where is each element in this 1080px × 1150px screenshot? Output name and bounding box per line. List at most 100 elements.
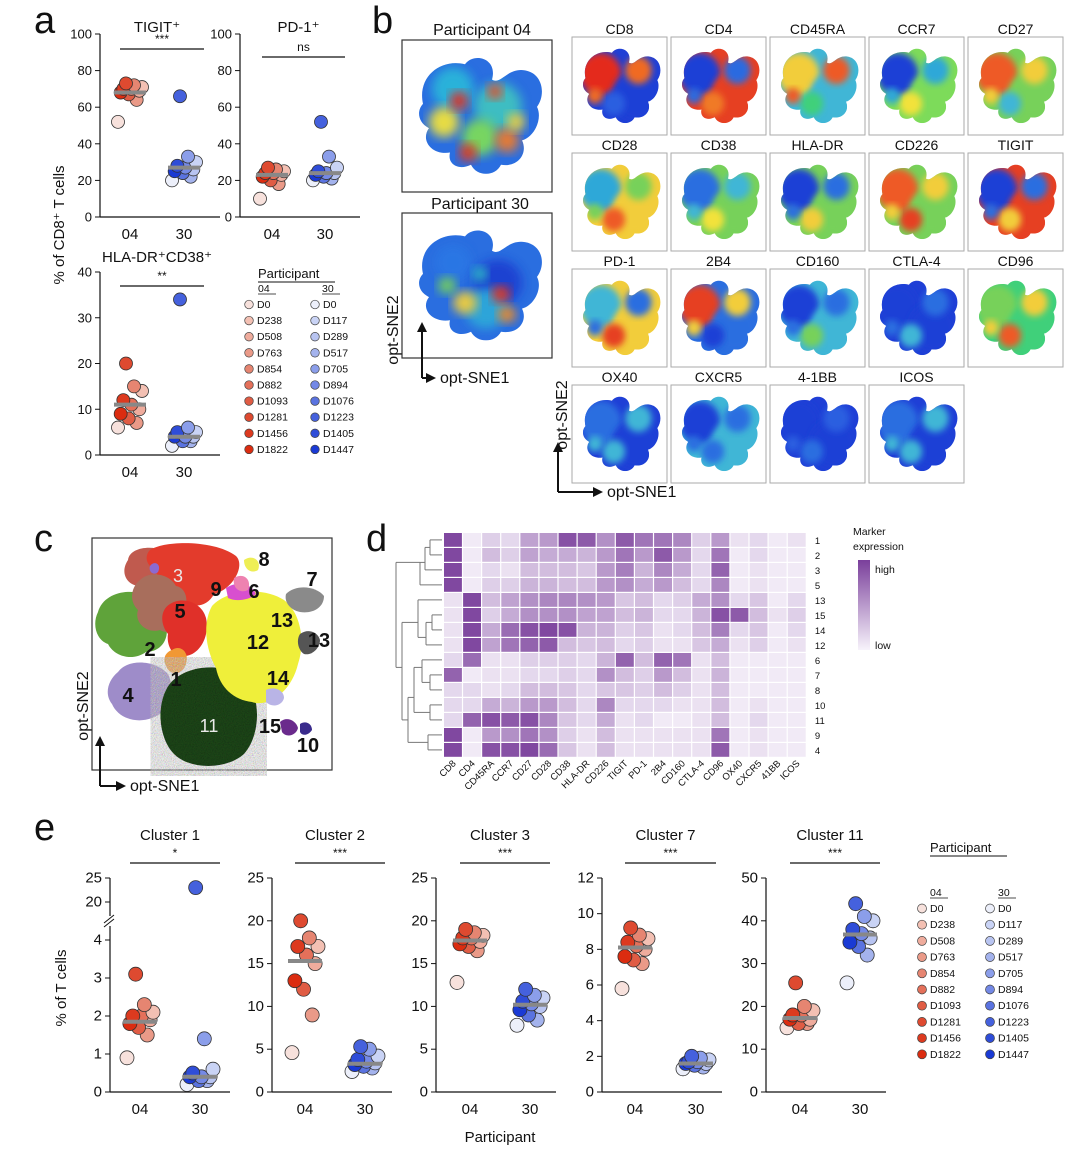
legend-label-30: D517: [323, 347, 348, 359]
y-tick-label: 50: [741, 870, 758, 887]
marker-content: [681, 164, 760, 240]
heatmap-cell: [520, 548, 539, 562]
heatmap-cell: [577, 698, 596, 712]
marker-blob: [899, 91, 923, 116]
heatmap-cell: [749, 608, 768, 622]
panel-e-ylabel: % of T cells: [53, 950, 70, 1027]
y-tick-label: 15: [247, 955, 264, 972]
heatmap-cell: [520, 713, 539, 727]
marker-blob: [800, 323, 824, 348]
legend-marker-04: [917, 936, 927, 946]
y-tick-label: 40: [78, 265, 92, 280]
data-point: [856, 909, 872, 924]
panel-a-ylabel: % of CD8⁺ T cells: [51, 165, 68, 284]
heatmap-cell: [577, 608, 596, 622]
marker-blob: [800, 207, 824, 232]
heatmap-cell: [692, 593, 711, 607]
legend-marker-30: [985, 903, 995, 914]
heatmap-cell: [577, 668, 596, 682]
marker-title: OX40: [602, 369, 638, 385]
heatmap-cell: [749, 548, 768, 562]
cluster-label-14: 14: [267, 668, 290, 690]
heatmap-cell: [673, 653, 692, 667]
density-blob: [438, 276, 456, 295]
marker-content: [879, 280, 958, 356]
marker-title: CD45RA: [790, 21, 846, 37]
heatmap: 123513151412678101194CD8CD4CD45RACCR7CD2…: [437, 533, 825, 793]
legend-marker-30: [310, 412, 320, 422]
legend-label-30: D894: [998, 984, 1023, 996]
marker-blob: [686, 319, 702, 336]
heatmap-cell: [539, 668, 558, 682]
heatmap-cell: [520, 683, 539, 697]
marker-blob: [823, 56, 850, 85]
heatmap-cell: [673, 563, 692, 577]
legend-a-head-04: 04: [258, 283, 270, 295]
legend-marker-30: [985, 968, 995, 979]
marker-blob: [983, 87, 999, 104]
marker-blob: [686, 203, 702, 220]
heatmap-cell: [768, 698, 787, 712]
heatmap-cell: [520, 578, 539, 592]
heatmap-cell: [635, 668, 653, 682]
heatmap-row-label: 3: [815, 566, 820, 577]
marker-blob: [899, 439, 923, 464]
heatmap-cell: [501, 683, 520, 697]
marker-blob: [899, 323, 923, 348]
heatmap-cell: [787, 563, 806, 577]
heatmap-cell: [768, 653, 787, 667]
marker-blob: [587, 203, 603, 220]
panel-e-xlabel: Participant: [465, 1129, 537, 1146]
heatmap-cell: [482, 698, 501, 712]
x-tick-label: 04: [132, 1101, 149, 1118]
dendrogram: [395, 539, 442, 751]
legend-label-30: D0: [998, 903, 1012, 915]
heatmap-cell: [501, 623, 520, 637]
heatmap-cell: [596, 563, 615, 577]
heatmap-cell: [654, 728, 672, 742]
heatmap-cell: [577, 563, 596, 577]
data-point: [322, 149, 336, 164]
heatmap-cell: [749, 683, 768, 697]
heatmap-cell: [673, 713, 692, 727]
heatmap-cell: [730, 548, 749, 562]
y-tick-label: 30: [741, 955, 758, 972]
heatmap-cell: [444, 728, 462, 742]
heatmap-cell: [558, 743, 577, 757]
heatmap-cell: [539, 608, 558, 622]
marker-blob: [785, 203, 801, 220]
heatmap-cell: [596, 608, 615, 622]
x-tick-label: 30: [317, 226, 334, 243]
marker-clip: [879, 280, 958, 356]
heatmap-cell: [539, 638, 558, 652]
heatmap-cell: [463, 668, 481, 682]
marker-content: [978, 280, 1057, 356]
x-tick-label: 04: [627, 1101, 644, 1118]
y-tick-label: 20: [85, 894, 102, 911]
data-point: [181, 420, 195, 435]
heatmap-cell: [787, 548, 806, 562]
x-tick-label: 30: [176, 464, 193, 481]
heatmap-cell: [596, 578, 615, 592]
legend-a-title: Participant: [258, 266, 320, 281]
heatmap-cell: [463, 638, 481, 652]
legend-label-04: D1456: [257, 428, 288, 440]
x-tick-label: 04: [122, 464, 139, 481]
legend-marker-04: [917, 1017, 927, 1027]
heatmap-cell: [596, 548, 615, 562]
legend-marker-30: [985, 952, 995, 962]
legend-marker-30: [310, 444, 320, 455]
heatmap-row-label: 12: [815, 641, 826, 652]
heatmap-cell: [615, 593, 634, 607]
legend-marker-30: [310, 396, 320, 406]
legend-marker-30: [310, 315, 320, 326]
heatmap-cell: [463, 533, 481, 547]
marker-content: [582, 396, 661, 472]
heatmap-cell: [615, 698, 634, 712]
cluster-label-13: 13: [271, 610, 293, 632]
legend-marker-30: [310, 428, 320, 438]
heatmap-cell: [711, 683, 730, 697]
legend-marker-04: [244, 380, 254, 390]
marker-blob: [724, 172, 751, 201]
legend-marker-30: [985, 936, 995, 946]
